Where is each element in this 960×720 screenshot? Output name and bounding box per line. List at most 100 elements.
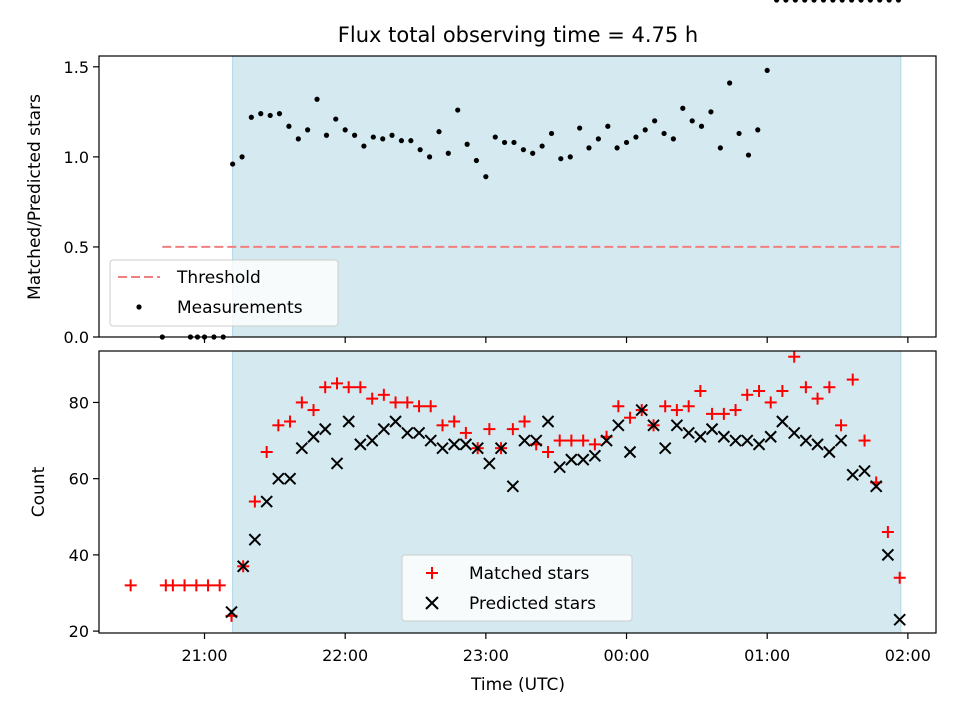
matched-star-point xyxy=(190,579,203,592)
matched-star-point xyxy=(448,415,461,428)
figure-title: Flux total observing time = 4.75 h xyxy=(338,23,698,47)
matched-star-point xyxy=(741,388,754,401)
measurement-point xyxy=(558,156,564,162)
measurement-point xyxy=(333,116,339,122)
predicted-star-point xyxy=(834,434,848,447)
predicted-star-point xyxy=(858,464,871,478)
matched-star-point xyxy=(354,381,367,394)
matched-star-point xyxy=(811,392,824,405)
bottom-plot-frame xyxy=(98,350,937,634)
measurement-point xyxy=(586,145,592,151)
bottom-legend: Matched stars Predicted stars xyxy=(401,554,633,622)
matched-star-point xyxy=(213,579,226,592)
predicted-star-point xyxy=(283,472,297,485)
matched-star-point xyxy=(295,396,308,409)
measurement-point xyxy=(652,118,658,124)
matched-star-point xyxy=(776,385,789,398)
top-y-tick-label: 1.0 xyxy=(64,148,89,167)
bottom-y-tick-label: 80 xyxy=(69,393,89,412)
matched-star-point xyxy=(577,434,590,447)
measurement-point xyxy=(727,80,733,86)
matched-star-point xyxy=(518,415,531,428)
predicted-star-point xyxy=(776,415,789,428)
x-tick-label: 02:00 xyxy=(885,646,931,665)
top-legend: Threshold Measurements xyxy=(109,259,339,327)
measurement-point xyxy=(670,136,676,142)
measurement-point xyxy=(811,0,817,3)
top-y-tick-label: 0.0 xyxy=(64,328,89,347)
legend-predicted-label: Predicted stars xyxy=(469,594,596,614)
measurement-point xyxy=(633,134,639,140)
predicted-star-point xyxy=(623,445,637,459)
measurement-point xyxy=(539,143,545,149)
matched-star-point xyxy=(436,419,449,432)
measurement-point xyxy=(520,147,527,153)
matched-star-point xyxy=(389,396,402,409)
matched-star-point xyxy=(788,350,801,363)
measurement-point xyxy=(408,138,414,144)
matched-star-point xyxy=(624,411,637,424)
matched-star-point xyxy=(799,381,812,394)
x-tick-label: 22:00 xyxy=(322,646,368,665)
measurement-point xyxy=(614,145,620,151)
predicted-star-point xyxy=(494,441,508,455)
measurement-point xyxy=(774,0,780,3)
measurement-point xyxy=(389,132,395,138)
measurement-point xyxy=(858,0,864,3)
matched-star-point xyxy=(166,579,179,592)
measurement-point xyxy=(820,0,827,3)
top-y-tick-label: 0.5 xyxy=(64,238,89,257)
matched-star-point xyxy=(542,445,555,458)
measurement-point xyxy=(867,0,873,3)
predicted-star-point xyxy=(811,438,824,451)
measurement-point xyxy=(511,139,517,146)
matched-star-point xyxy=(846,373,859,386)
measurement-point xyxy=(717,145,723,151)
matched-star-point xyxy=(881,526,894,539)
predicted-star-point xyxy=(506,480,520,493)
predicted-star-point xyxy=(436,441,449,455)
measurement-point xyxy=(736,130,742,137)
predicted-star-point xyxy=(741,434,754,447)
matched-star-point xyxy=(753,385,766,398)
measurement-point xyxy=(276,111,283,117)
measurement-point xyxy=(642,127,648,133)
bottom-y-tick-label: 60 xyxy=(69,470,89,489)
predicted-star-point xyxy=(764,430,777,443)
matched-star-point xyxy=(553,434,566,447)
top-y-axis-label: Matched/Predicted stars xyxy=(25,94,45,300)
measurement-point xyxy=(295,136,301,142)
predicted-star-point xyxy=(330,457,344,470)
predicted-star-point xyxy=(670,419,684,432)
predicted-stars-points xyxy=(225,403,906,626)
measurement-point xyxy=(886,0,892,3)
predicted-star-point xyxy=(530,434,543,447)
measurement-point xyxy=(305,127,311,133)
measurements-points xyxy=(159,0,902,340)
predicted-star-point xyxy=(846,468,859,482)
measurement-point xyxy=(492,134,498,140)
predicted-star-point xyxy=(483,457,496,470)
predicted-star-point xyxy=(518,434,531,447)
measurement-point xyxy=(802,0,808,3)
legend-threshold-label: Threshold xyxy=(176,268,261,288)
predicted-star-point xyxy=(365,434,379,447)
predicted-star-point xyxy=(600,434,613,447)
predicted-star-point xyxy=(565,453,578,466)
matched-star-point xyxy=(366,392,379,405)
top-plot: 0.0 0.5 1.0 1.5 Matched/Predicted stars Thr… xyxy=(25,0,937,347)
legend-predicted-swatch xyxy=(425,596,439,610)
matched-star-point xyxy=(506,423,519,436)
predicted-star-point xyxy=(881,548,895,562)
measurement-point xyxy=(286,123,292,129)
measurement-point xyxy=(380,136,386,142)
matched-star-point xyxy=(729,404,742,417)
measurement-point xyxy=(895,0,902,3)
matched-star-point xyxy=(483,423,496,436)
measurement-point xyxy=(267,112,273,119)
predicted-star-point xyxy=(272,472,285,485)
measurement-point xyxy=(483,174,489,180)
top-x-ticks xyxy=(203,337,909,343)
predicted-star-point xyxy=(225,605,238,619)
